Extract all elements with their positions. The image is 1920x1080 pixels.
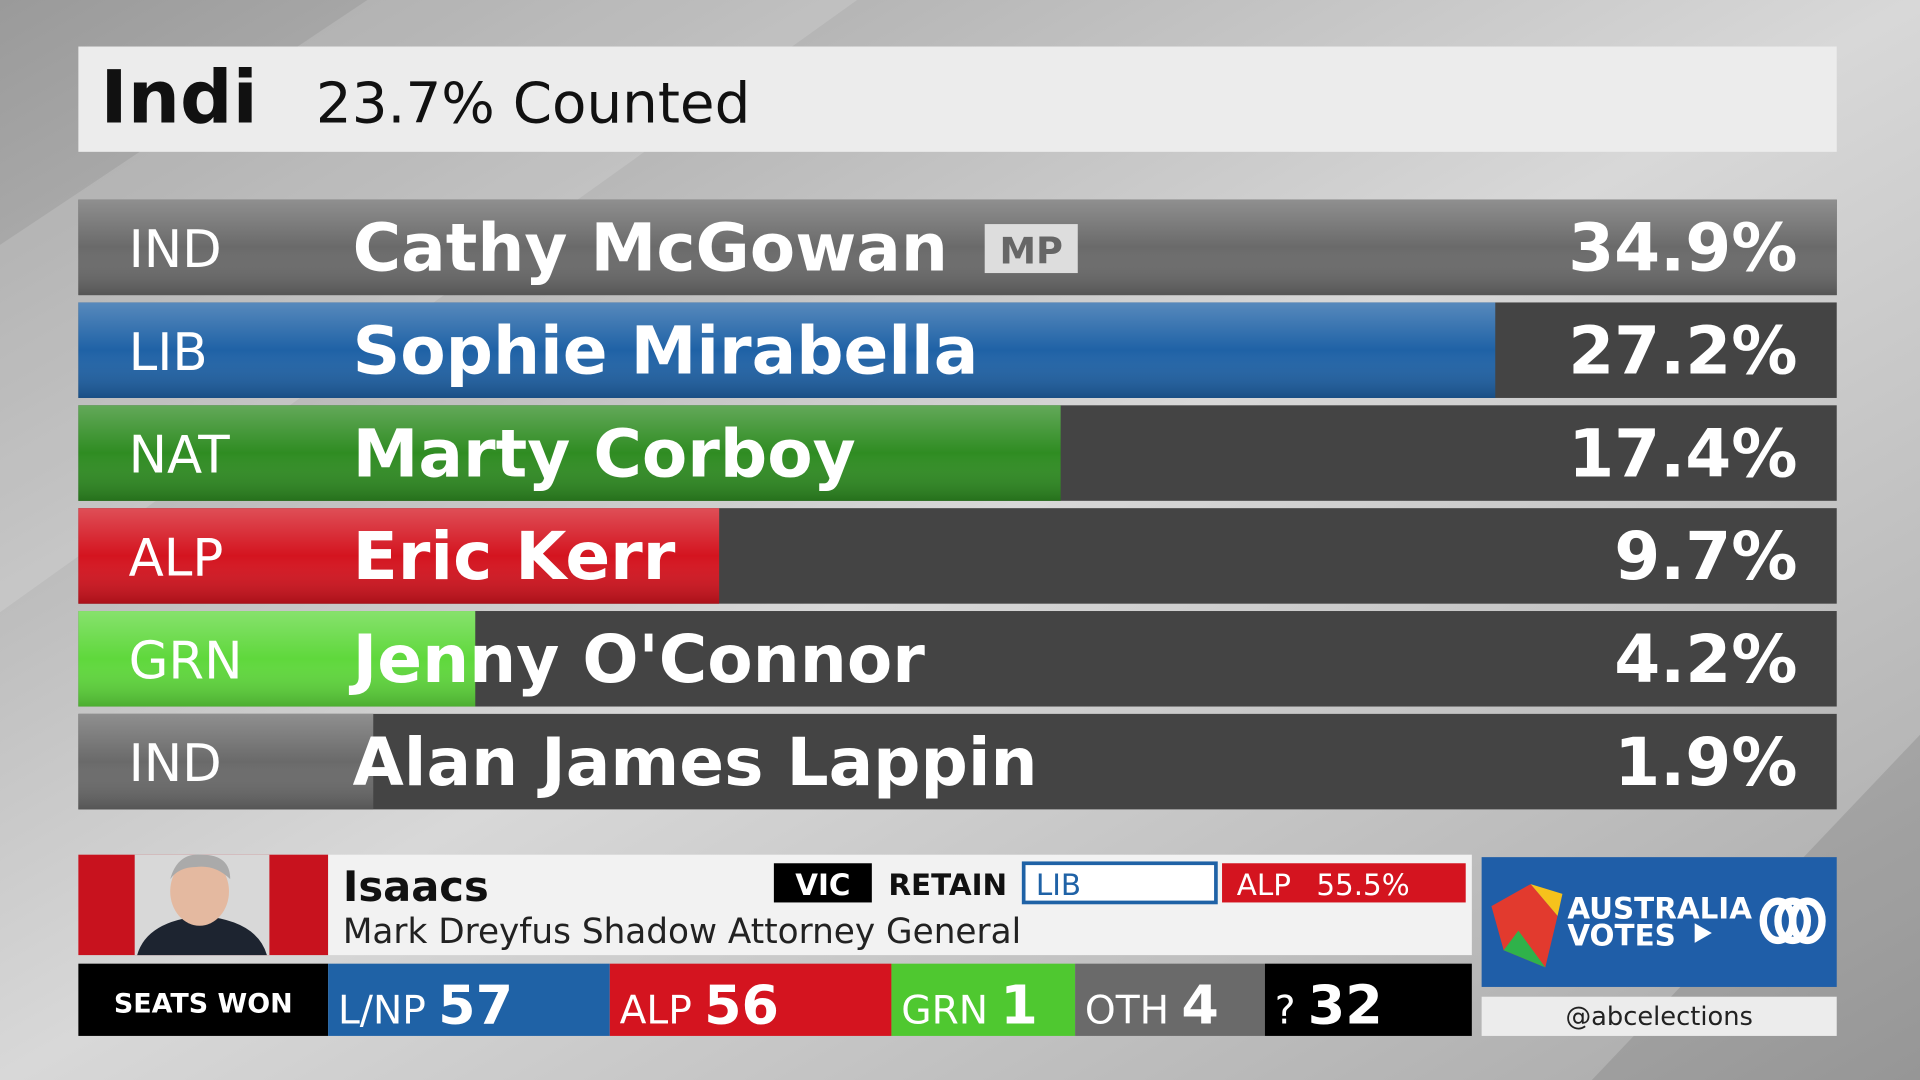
seat-count: 57 (438, 974, 513, 1037)
brand-logo (1530, 884, 1563, 916)
seat-party: ? (1275, 989, 1296, 1034)
seat-count: 56 (704, 974, 779, 1037)
candidate-name: Sophie Mirabella (353, 312, 979, 389)
party: IND (129, 734, 222, 794)
seat-party: ALP (620, 989, 692, 1034)
seat-party: L/NP (338, 989, 426, 1034)
badge: MP (1000, 229, 1063, 272)
brand-logo (1503, 930, 1546, 968)
counted: 23.7% Counted (316, 71, 750, 136)
header-bar (78, 46, 1837, 152)
bar-sheen (78, 302, 1496, 398)
percent: 4.2% (1614, 621, 1797, 698)
handle: @abcelections (1565, 1002, 1752, 1032)
seat-name: Indi (100, 55, 257, 140)
party: LIB (129, 323, 208, 383)
candidate-name: Marty Corboy (353, 415, 856, 492)
seats-won: L/NP 57 ALP 56 GRN 1 OTH 4? 32 (328, 963, 1472, 1037)
party: IND (129, 220, 222, 280)
status: RETAIN (888, 868, 1007, 902)
seat-box (328, 963, 610, 1036)
handle-box (1481, 996, 1837, 1036)
state: VIC (795, 868, 850, 902)
candidate-name: Jenny O'Connor (349, 621, 926, 698)
seat-count: 1 (1000, 974, 1037, 1037)
party: GRN (129, 631, 243, 691)
candidate-name: Alan James Lappin (353, 724, 1038, 801)
percent: 27.2% (1568, 312, 1797, 389)
bar-sheen (78, 405, 1061, 501)
badge-box (984, 224, 1078, 274)
winner-box (1021, 861, 1218, 905)
seat-box (609, 963, 892, 1036)
bar-sheen (78, 199, 1837, 296)
state-box (773, 863, 872, 903)
seat-box (1264, 963, 1472, 1036)
seats-label: SEATS WON (114, 989, 293, 1020)
loser-box (1222, 863, 1466, 903)
party: ALP (129, 529, 224, 589)
photo (134, 854, 270, 956)
candidate-name: Eric Kerr (353, 518, 676, 595)
percent: 9.7% (1614, 518, 1797, 595)
seat-box (891, 963, 1076, 1036)
seat-party: GRN (901, 989, 988, 1034)
seat-count: 32 (1308, 974, 1383, 1037)
loser-party: ALP (1237, 868, 1291, 902)
candidate-name: Cathy McGowan (353, 210, 948, 287)
bar-sheen (78, 713, 374, 810)
winner-party: LIB (1036, 868, 1081, 902)
ticker-subtitle: Mark Dreyfus Shadow Attorney General (343, 912, 1021, 952)
margin: 55.5% (1316, 868, 1409, 902)
brand-arrow (1694, 923, 1712, 943)
bar-sheen (78, 508, 720, 604)
abc-logo (1759, 897, 1826, 945)
seat-party: OTH (1085, 989, 1169, 1034)
party: NAT (129, 426, 231, 486)
percent: 1.9% (1614, 724, 1797, 801)
seat-box (1075, 963, 1265, 1036)
brand-line2: VOTES (1567, 918, 1675, 952)
brand-line1: AUSTRALIA (1567, 891, 1752, 925)
percent: 34.9% (1568, 210, 1797, 287)
bar-sheen (78, 611, 476, 707)
results: IND Cathy McGowan MP 34.9% LIB Sophie Mirabel… (78, 199, 1837, 810)
seat-count: 4 (1181, 974, 1218, 1037)
ticker-seat: Isaacs (343, 862, 489, 911)
seats-label-box (78, 963, 329, 1036)
percent: 17.4% (1568, 415, 1797, 492)
